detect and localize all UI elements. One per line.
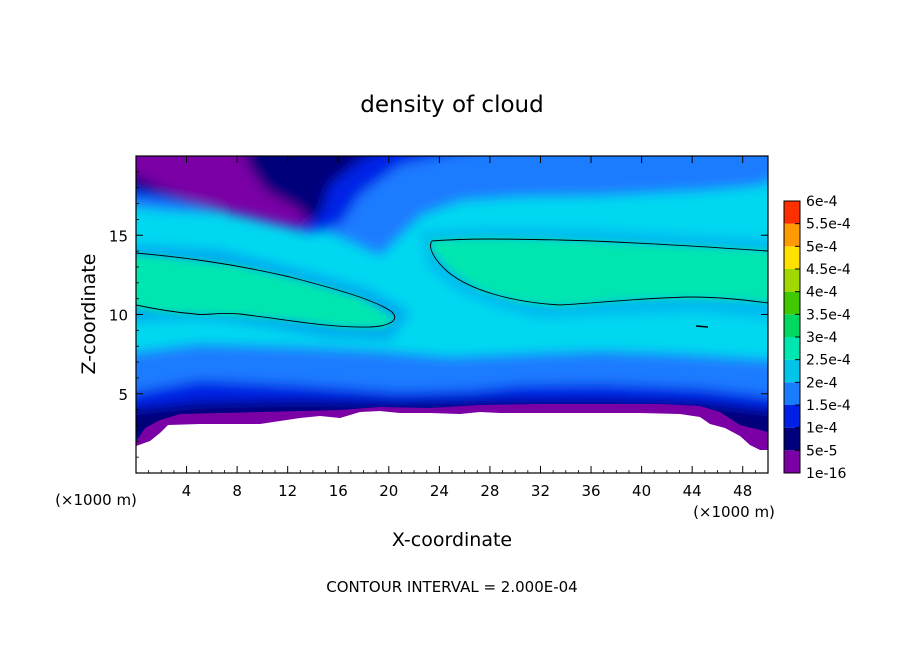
y-tick-label: 5 [118,386,128,404]
region-no-data [136,411,768,473]
colorbar-swatch [784,359,800,383]
colorbar-label: 5e-4 [806,239,838,255]
colorbar-swatch [784,405,800,428]
colorbar-swatch [784,291,800,315]
colorbar-label: 4e-4 [806,285,838,301]
colorbar-label: 2e-4 [806,375,838,391]
colorbar-swatch [784,450,800,473]
colorbar-swatch [784,337,800,360]
x-tick-label: 28 [480,482,499,500]
chart-title: density of cloud [360,92,543,118]
x-tick-label: 24 [430,482,449,500]
x-tick-label: 36 [581,482,600,500]
colorbar-swatch [784,201,800,224]
colorbar-swatch [784,269,800,292]
colorbar-label: 6e-4 [806,194,838,210]
colorbar-label: 1.5e-4 [806,398,851,414]
y-axis: 5 10 15 [109,171,768,458]
colorbar-swatch [784,246,800,269]
colorbar-label: 5e-5 [806,443,837,459]
x-unit-label: (×1000 m) [693,503,775,521]
colorbar-label: 3.5e-4 [806,307,851,323]
x-tick-label: 20 [379,482,398,500]
colorbar-label: 1e-4 [806,421,838,437]
colorbar-swatch [784,382,800,405]
contour-line-small [695,325,709,328]
colorbar: 1e-16 5e-5 1e-4 1.5e-4 2e-4 2.5e-4 3e-4 3.5e-4 4… [783,194,851,482]
colorbar-swatch [784,427,800,451]
x-tick-label: 8 [232,482,242,500]
colorbar-label: 4.5e-4 [806,262,851,278]
contour-line-right [430,238,768,306]
x-tick-label: 32 [531,482,550,500]
x-axis-label: X-coordinate [392,529,512,551]
colorbar-swatch [784,314,800,337]
y-tick-label: 15 [109,227,128,245]
region-upper-purple [136,156,310,225]
x-tick-label: 44 [683,482,702,500]
region-left-band [136,254,395,328]
x-tick-label: 40 [632,482,651,500]
colorbar-swatch [784,223,800,247]
colorbar-label: 1e-16 [806,466,846,482]
y-tick-label: 10 [109,307,128,325]
x-tick-label: 16 [329,482,348,500]
plot-area [136,156,768,473]
x-axis: 4 8 12 16 20 24 28 32 36 40 44 48 [148,156,756,500]
colorbar-label: 5.5e-4 [806,217,851,233]
x-tick-label: 12 [278,482,297,500]
contour-interval-note: CONTOUR INTERVAL = 2.000E-04 [326,578,577,596]
x-tick-label: 4 [182,482,192,500]
contour-line-left [136,252,396,328]
x-tick-label: 48 [733,482,752,500]
y-axis-label: Z-coordinate [78,254,100,375]
y-unit-label: (×1000 m) [55,491,137,509]
colorbar-label: 2.5e-4 [806,353,851,369]
region-right-band [430,238,768,306]
colorbar-label: 3e-4 [806,330,838,346]
